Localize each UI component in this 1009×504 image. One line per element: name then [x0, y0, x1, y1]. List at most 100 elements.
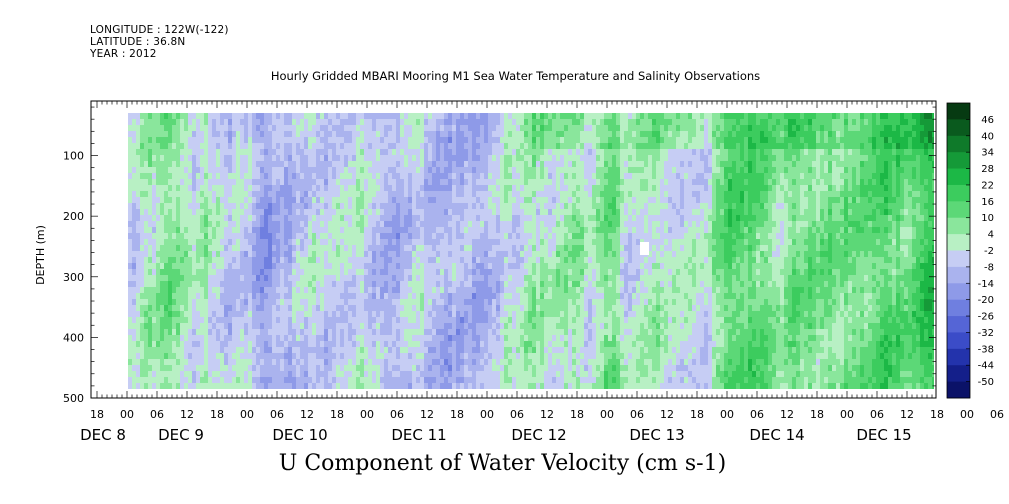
heatmap-cell — [448, 287, 453, 294]
heatmap-cell — [248, 335, 253, 342]
heatmap-cell — [488, 173, 493, 180]
heatmap-cell — [324, 377, 329, 384]
heatmap-cell — [256, 383, 261, 389]
heatmap-cell — [292, 269, 297, 276]
heatmap-cell — [504, 293, 509, 300]
heatmap-cell — [272, 341, 277, 348]
heatmap-cell — [296, 359, 301, 366]
heatmap-cell — [292, 251, 297, 258]
heatmap-cell — [168, 185, 173, 192]
heatmap-cell — [188, 383, 193, 389]
heatmap-cell — [212, 209, 217, 216]
heatmap-cell — [364, 347, 369, 354]
heatmap-cell — [316, 203, 321, 210]
heatmap-cell — [512, 227, 517, 234]
heatmap-cell — [316, 227, 321, 234]
heatmap-cell — [488, 209, 493, 216]
heatmap-cell — [336, 197, 341, 204]
heatmap-cell — [136, 347, 141, 354]
heatmap-cell — [272, 203, 277, 210]
heatmap-cell — [460, 323, 465, 330]
heatmap-cell — [324, 353, 329, 360]
heatmap-cell — [256, 275, 261, 282]
heatmap-cell — [184, 185, 189, 192]
heatmap-cell — [452, 227, 457, 234]
heatmap-cell — [460, 329, 465, 336]
heatmap-cell — [548, 377, 553, 384]
heatmap-cell — [236, 227, 241, 234]
heatmap-cell — [312, 353, 317, 360]
heatmap-cell — [276, 341, 281, 348]
heatmap-cell — [416, 131, 421, 138]
heatmap-cell — [340, 131, 345, 138]
heatmap-cell — [348, 125, 353, 132]
heatmap-cell — [396, 161, 401, 168]
heatmap-cell — [520, 359, 525, 366]
heatmap-cell — [144, 191, 149, 198]
heatmap-cell — [408, 137, 413, 144]
heatmap-cell — [352, 359, 357, 366]
heatmap-cell — [216, 245, 221, 252]
heatmap-cell — [168, 365, 173, 372]
heatmap-cell — [428, 119, 433, 126]
heatmap-cell — [228, 299, 233, 306]
heatmap-cell — [484, 323, 489, 330]
heatmap-cell — [316, 239, 321, 246]
heatmap-cell — [356, 359, 361, 366]
heatmap-cell — [232, 353, 237, 360]
heatmap-cell — [332, 113, 337, 120]
heatmap-cell — [176, 203, 181, 210]
heatmap-cell — [224, 293, 229, 300]
heatmap-cell — [520, 191, 525, 198]
heatmap-cell — [272, 119, 277, 126]
heatmap-cell — [556, 215, 561, 222]
heatmap-cell — [560, 173, 565, 180]
heatmap-cell — [472, 257, 477, 264]
heatmap-cell — [360, 131, 365, 138]
heatmap-cell — [160, 287, 165, 294]
heatmap-cell — [288, 275, 293, 282]
heatmap-cell — [176, 197, 181, 204]
heatmap-cell — [364, 221, 369, 228]
heatmap-cell — [300, 209, 305, 216]
heatmap-cell — [392, 203, 397, 210]
heatmap-cell — [536, 263, 541, 270]
heatmap-cell — [208, 203, 213, 210]
heatmap-cell — [132, 161, 137, 168]
heatmap-cell — [436, 155, 441, 162]
heatmap-cell — [284, 209, 289, 216]
heatmap-cell — [248, 377, 253, 384]
heatmap-cell — [220, 197, 225, 204]
heatmap-cell — [528, 269, 533, 276]
heatmap-cell — [244, 203, 249, 210]
heatmap-cell — [484, 239, 489, 246]
heatmap-cell — [264, 185, 269, 192]
heatmap-cell — [160, 377, 165, 384]
heatmap-cell — [144, 137, 149, 144]
heatmap-cell — [328, 353, 333, 360]
heatmap-cell — [264, 113, 269, 120]
heatmap-cell — [144, 311, 149, 318]
heatmap-cell — [340, 149, 345, 156]
heatmap-cell — [352, 257, 357, 264]
heatmap-cell — [532, 347, 537, 354]
heatmap-cell — [560, 197, 565, 204]
heatmap-cell — [548, 149, 553, 156]
heatmap-cell — [136, 143, 141, 150]
heatmap-cell — [540, 299, 545, 306]
heatmap-cell — [328, 221, 333, 228]
heatmap-cell — [184, 365, 189, 372]
heatmap-cell — [220, 365, 225, 372]
heatmap-cell — [140, 269, 145, 276]
heatmap-cell — [324, 317, 329, 324]
heatmap-cell — [192, 161, 197, 168]
heatmap-cell — [148, 281, 153, 288]
heatmap-cell — [208, 185, 213, 192]
heatmap-cell — [544, 341, 549, 348]
heatmap-cell — [356, 221, 361, 228]
heatmap-cell — [388, 191, 393, 198]
heatmap-cell — [300, 281, 305, 288]
heatmap-cell — [248, 131, 253, 138]
heatmap-cell — [256, 281, 261, 288]
heatmap-cell — [468, 341, 473, 348]
